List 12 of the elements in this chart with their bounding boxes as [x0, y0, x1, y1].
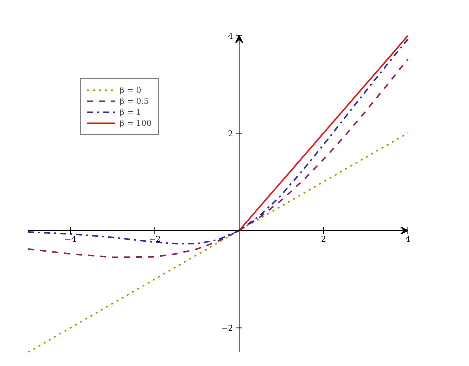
x-tick-label: 2: [321, 234, 326, 244]
x-tick-label: −2: [149, 234, 161, 244]
y-tick-label: 4: [228, 32, 234, 41]
x-tick-label: 4: [406, 234, 411, 244]
line-series: [28, 58, 409, 258]
legend-label: β = 0.5: [120, 96, 150, 106]
y-tick-label: −2: [222, 324, 234, 334]
legend-label: β = 0: [120, 85, 142, 95]
legend-label: β = 1: [120, 107, 142, 117]
x-tick-label: −4: [64, 234, 77, 244]
y-tick-label: 2: [228, 129, 234, 138]
legend-label: β = 100: [120, 118, 152, 128]
